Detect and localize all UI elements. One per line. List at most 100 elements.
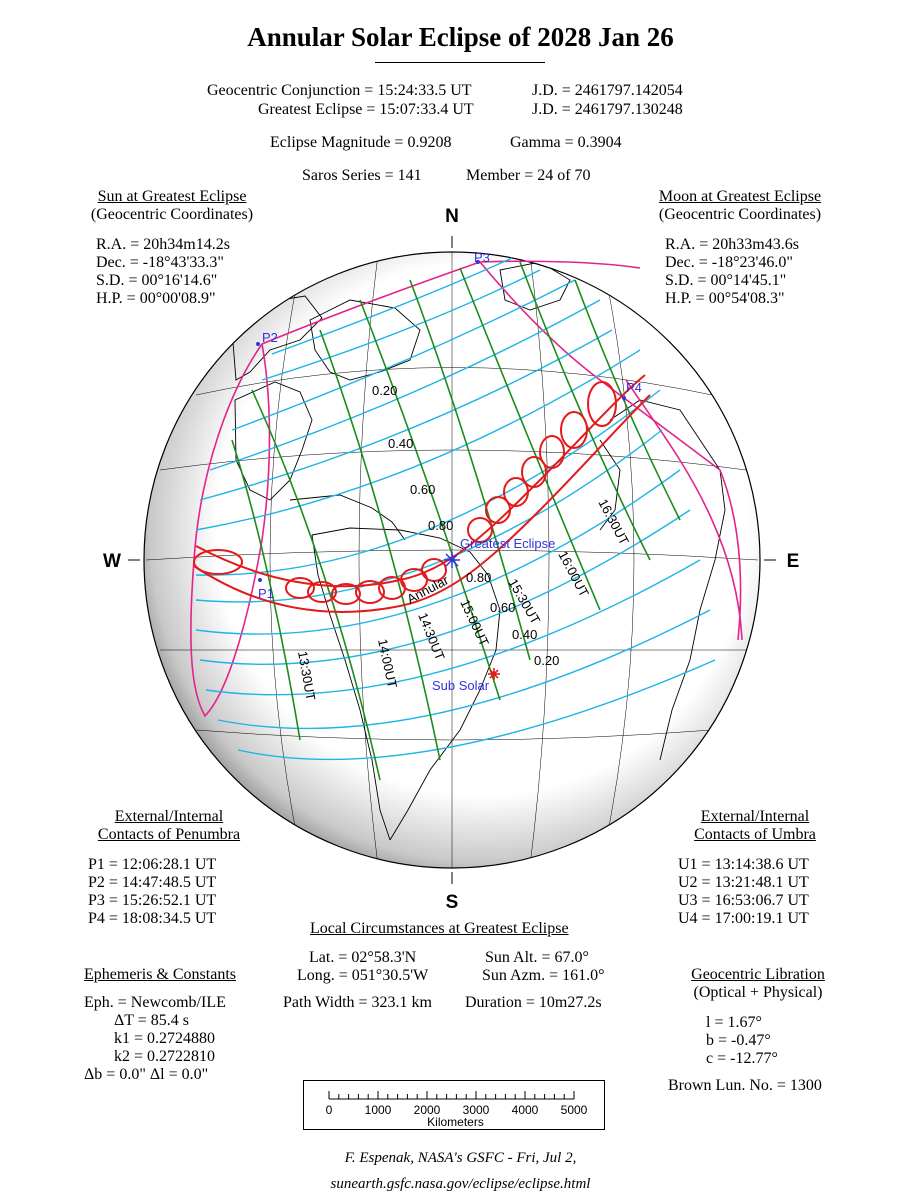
scale-bar: 0 1000 2000 3000 4000 5000 Kilometers [303,1080,605,1130]
greatest-eclipse-label: Greatest Eclipse [460,536,555,551]
p2-label: P2 [262,330,278,345]
moon-subheading: (Geocentric Coordinates) [658,206,822,223]
sun-sd: S.D. = 00°16'14.6" [96,272,218,289]
ephemeris-k2: k2 = 0.2722810 [114,1048,216,1065]
brown-lunation-number: Brown Lun. No. = 1300 [668,1077,822,1094]
ephemeris-delta-b-l: Δb = 0.0" Δl = 0.0" [84,1066,209,1083]
libration-l: l = 1.67° [706,1014,762,1031]
local-long: Long. = 051°30.5'W [297,967,429,984]
penumbra-heading-2: Contacts of Penumbra [97,826,241,843]
moon-heading: Moon at Greatest Eclipse [658,188,822,205]
page-title: Annular Solar Eclipse of 2028 Jan 26 [247,22,674,52]
umbra-u2: U2 = 13:21:48.1 UT [678,874,809,891]
local-duration: Duration = 10m27.2s [465,994,602,1011]
credit-url: sunearth.gsfc.nasa.gov/eclipse/eclipse.h… [330,1176,591,1192]
scale-tick-label: 0 [326,1103,333,1117]
magnitude-label-7: 0.40 [512,627,537,642]
sun-dec: Dec. = -18°43'33.3" [96,254,224,271]
gamma: Gamma = 0.3904 [510,134,622,151]
contact-dots [256,260,626,582]
west-label: W [103,551,121,572]
moon-dec: Dec. = -18°23'46.0" [665,254,793,271]
greatest-eclipse-row: Greatest Eclipse = 15:07:33.4 UT [258,101,474,119]
p3-label: P3 [474,250,490,265]
greatest-eclipse-jd: J.D. = 2461797.130248 [532,101,683,118]
penumbra-p2: P2 = 14:47:48.5 UT [88,874,217,891]
penumbra-heading-1: External/Internal [114,808,224,825]
graticule [145,252,759,868]
scale-ruler: 0 1000 2000 3000 4000 5000 Kilometers [326,1091,588,1129]
scale-tick-label: 3000 [463,1103,490,1117]
contact-labels: P1 P2 P3 P4 [258,250,642,601]
moon-sd: S.D. = 00°14'45.1" [665,272,787,289]
conjunction-row: Geocentric Conjunction = 15:24:33.5 UT [207,82,472,100]
umbra-u1: U1 = 13:14:38.6 UT [678,856,809,873]
libration-b: b = -0.47° [706,1032,771,1049]
moon-ra: R.A. = 20h33m43.6s [665,236,799,253]
greatest-eclipse-marker [444,552,460,568]
p1-label: P1 [258,586,274,601]
magnitude-label-4: 0.80 [428,518,453,533]
greatest-eclipse-time: 15:07:33.4 UT [379,101,474,118]
sun-coordinates-block: Sun at Greatest Eclipse (Geocentric Coor… [82,188,262,308]
ephemeris-eph: Eph. = Newcomb/ILE [84,994,226,1011]
scale-tick-label: 5000 [561,1103,588,1117]
penumbra-p4: P4 = 18:08:34.5 UT [88,910,217,927]
umbra-contacts-block: External/Internal Contacts of Umbra U1 =… [670,808,840,928]
ephemeris-k1: k1 = 0.2724880 [114,1030,216,1047]
credit-line: F. Espenak, NASA's GSFC - Fri, Jul 2, [344,1150,577,1166]
ephemeris-heading: Ephemeris & Constants [84,966,236,983]
magnitude-label-2: 0.40 [388,436,413,451]
libration-heading: Geocentric Libration [691,966,825,983]
scale-unit-label: Kilometers [427,1115,484,1129]
time-lines [231,261,681,781]
conjunction-label: Geocentric Conjunction = [207,82,378,99]
magnitude-contours [195,257,716,761]
north-label: N [445,206,459,227]
libration-c: c = -12.77° [706,1050,778,1067]
sub-solar-marker [488,668,500,680]
umbra-u3: U3 = 16:53:06.7 UT [678,892,809,909]
local-sun-azm: Sun Azm. = 161.0° [482,967,605,984]
umbra-heading-2: Contacts of Umbra [694,826,816,843]
sun-heading: Sun at Greatest Eclipse [97,188,247,205]
saros-member: Member = 24 of 70 [466,167,591,184]
saros-series: Saros Series = 141 [302,167,422,184]
local-circumstances-heading: Local Circumstances at Greatest Eclipse [310,920,569,937]
umbra-heading-1: External/Internal [700,808,810,825]
conjunction-time: 15:24:33.5 UT [377,82,472,99]
conjunction-jd: J.D. = 2461797.142054 [532,82,683,99]
magnitude-label-6: 0.60 [490,600,515,615]
local-path-width: Path Width = 323.1 km [283,994,432,1011]
sub-solar-label: Sub Solar [432,678,490,693]
local-sun-alt: Sun Alt. = 67.0° [485,949,589,966]
magnitude-label-8: 0.20 [534,653,559,668]
title-divider [375,62,545,63]
greatest-eclipse-label: Greatest Eclipse = [258,101,380,118]
scale-tick-label: 4000 [512,1103,539,1117]
magnitude-label-3: 0.60 [410,482,435,497]
scale-tick-label: 1000 [365,1103,392,1117]
magnitude-label-5: 0.80 [466,570,491,585]
umbral-path [193,374,651,613]
east-label: E [787,551,800,572]
scale-tick-label: 2000 [414,1103,441,1117]
penumbra-p1: P1 = 12:06:28.1 UT [88,856,217,873]
sun-subheading: (Geocentric Coordinates) [90,206,254,223]
magnitude-label-1: 0.20 [372,383,397,398]
penumbra-contacts-block: External/Internal Contacts of Penumbra P… [84,808,254,928]
moon-hp: H.P. = 00°54'08.3" [665,290,785,307]
penumbra-p3: P3 = 15:26:52.1 UT [88,892,217,909]
moon-coordinates-block: Moon at Greatest Eclipse (Geocentric Coo… [645,188,835,308]
magnitude-labels: 0.20 0.40 0.60 0.80 0.80 0.60 0.40 0.20 [372,383,559,668]
south-label: S [446,892,459,913]
local-lat: Lat. = 02°58.3'N [309,949,417,966]
ephemeris-delta-t: ΔT = 85.4 s [114,1012,190,1029]
umbra-u4: U4 = 17:00:19.1 UT [678,910,809,927]
libration-subheading: (Optical + Physical) [693,984,823,1001]
ephemeris-block: Ephemeris & Constants Eph. = Newcomb/ILE… [84,966,284,1084]
p4-label: P4 [626,380,642,395]
eclipse-magnitude: Eclipse Magnitude = 0.9208 [270,134,452,151]
sun-hp: H.P. = 00°00'08.9" [96,290,216,307]
